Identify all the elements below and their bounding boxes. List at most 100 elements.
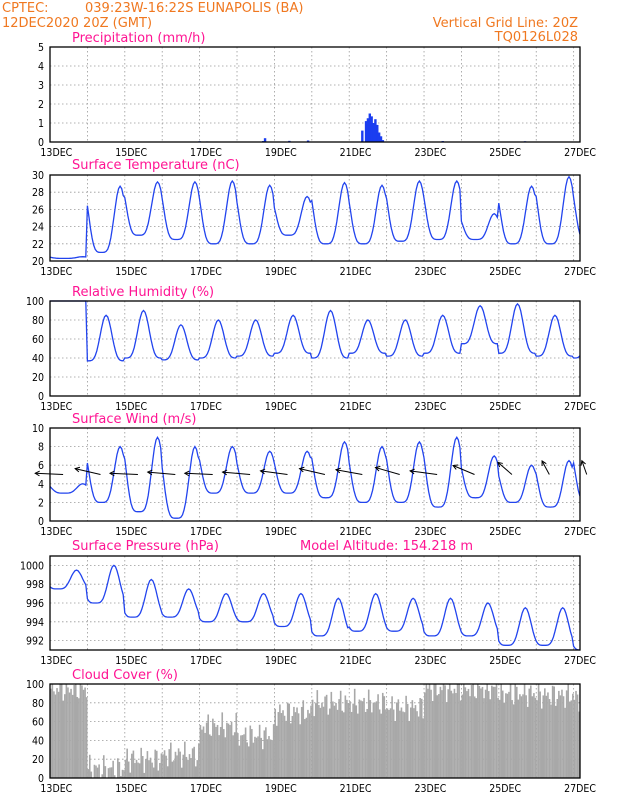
cloud-bar [506,693,509,778]
cloud-bar [117,758,119,778]
cloud-bar [341,710,344,778]
cloud-bar [319,707,322,778]
cloud-bar [522,694,524,778]
wind-arrow-head [541,460,547,466]
cloud-bar [570,700,573,778]
cloud-bar [478,685,481,778]
cloud-bar [221,712,224,778]
grid-note-label: Vertical Grid Line: 20Z [433,16,578,31]
cloud-bar [185,756,188,778]
cloud-bar [321,702,323,778]
cloud-bar [60,684,63,778]
cloud-bar [188,754,191,778]
cloud-bar [361,701,364,778]
cloud-bar [508,691,510,778]
y-tick-label: 4 [38,479,44,491]
cloud-bar [307,709,309,778]
wind-arrow-shaft [541,460,550,475]
cloud-bar [210,735,213,778]
x-tick-label: 13DEC [40,401,72,413]
wind-arrow [34,470,64,477]
cloud-bar [568,701,571,778]
y-tick-label: 5 [38,42,44,54]
x-tick-label: 25DEC [489,266,521,278]
surface_temperature-frame [49,174,581,262]
cloud-bar [310,705,312,778]
panel-cloud_cover: Cloud Cover (%) 0 20 40 60 80 100 13DEC 15DEC 17D… [26,668,596,795]
wind-arrow [259,468,288,475]
cloud-bar [505,693,507,778]
wind-arrow-head [108,470,115,477]
x-tick-label: 23DEC [414,783,446,795]
cloud-bar [395,702,398,778]
cloud-bar [81,685,83,778]
precip-bar [368,113,371,142]
wind-arrow [580,459,588,475]
cloud-bar [526,706,529,778]
cloud-bar [53,691,55,778]
x-tick-label: 15DEC [115,266,147,278]
cloud-bar [179,751,181,778]
precip-bar [376,124,379,142]
cloud-bar [143,772,146,778]
cloud-bar [514,684,517,778]
cloud-bar [279,704,281,778]
wind-arrow [298,466,326,475]
y-tick-label: 1 [38,118,44,130]
cloud-bar [84,687,86,778]
cloud-bar [282,710,284,778]
cloud-bar [261,749,264,778]
precipitation-frame [49,46,581,143]
cloud-bar [146,751,149,778]
x-tick-label: 25DEC [489,401,521,413]
cloud-bar [96,767,99,778]
cloud-bar [332,701,334,778]
cloud-bar [159,762,161,778]
precip-bar [381,140,385,142]
cloud-bar [113,775,116,778]
cloud-bar [515,686,518,778]
x-tick-label: 23DEC [414,526,446,538]
cloud-bar [336,709,339,778]
cloud-bar [544,688,546,778]
surface_pressure-title: Surface Pressure (hPa) [72,539,219,554]
cloud-bar [531,696,534,778]
x-tick-label: 15DEC [115,147,147,159]
cloud-bar [500,684,502,778]
cloud-bar [417,716,420,778]
x-tick-label: 19DEC [265,147,297,159]
cloud-bar [120,775,122,778]
cloud-bar [565,690,568,778]
x-tick-label: 13DEC [40,147,72,159]
surface_wind-frame [49,427,581,522]
cloud-bar [148,760,150,778]
wind-arrow-shaft [35,472,64,475]
cloud-bar [528,688,531,778]
cloud-bar [328,708,331,778]
cloud-bar [420,698,423,778]
panel-surface_pressure: Surface Pressure (hPa) Model Altitude: 15… [20,539,596,667]
cloud-bar [74,684,77,778]
cloud-bar [364,711,367,778]
cloud-bar [252,742,255,778]
y-tick-label: 10 [32,423,44,435]
cloud-bar [403,712,406,778]
cloud-bar [110,767,113,778]
y-tick-label: 4 [38,61,44,73]
cloud-bar [539,691,541,778]
precipitation-title: Precipitation (mm/h) [72,31,205,46]
cloud-bar [381,692,384,778]
cloud-bar [126,748,128,778]
cloud-bar [93,764,96,778]
cloud-bar [548,699,551,778]
cloud-bar [316,690,319,778]
y-tick-label: 26 [32,204,44,216]
cloud-bar [297,713,300,778]
cloud-bar [51,684,54,778]
cloud-bar [475,698,478,778]
cloud-bar [537,684,540,778]
wind-arrow-head [580,459,586,466]
cloud_cover-frame [49,683,581,779]
cloud-bar [300,706,303,778]
cloud-bar [129,772,132,778]
